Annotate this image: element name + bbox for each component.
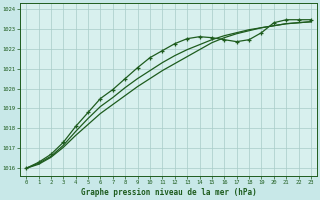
X-axis label: Graphe pression niveau de la mer (hPa): Graphe pression niveau de la mer (hPa) (81, 188, 256, 197)
